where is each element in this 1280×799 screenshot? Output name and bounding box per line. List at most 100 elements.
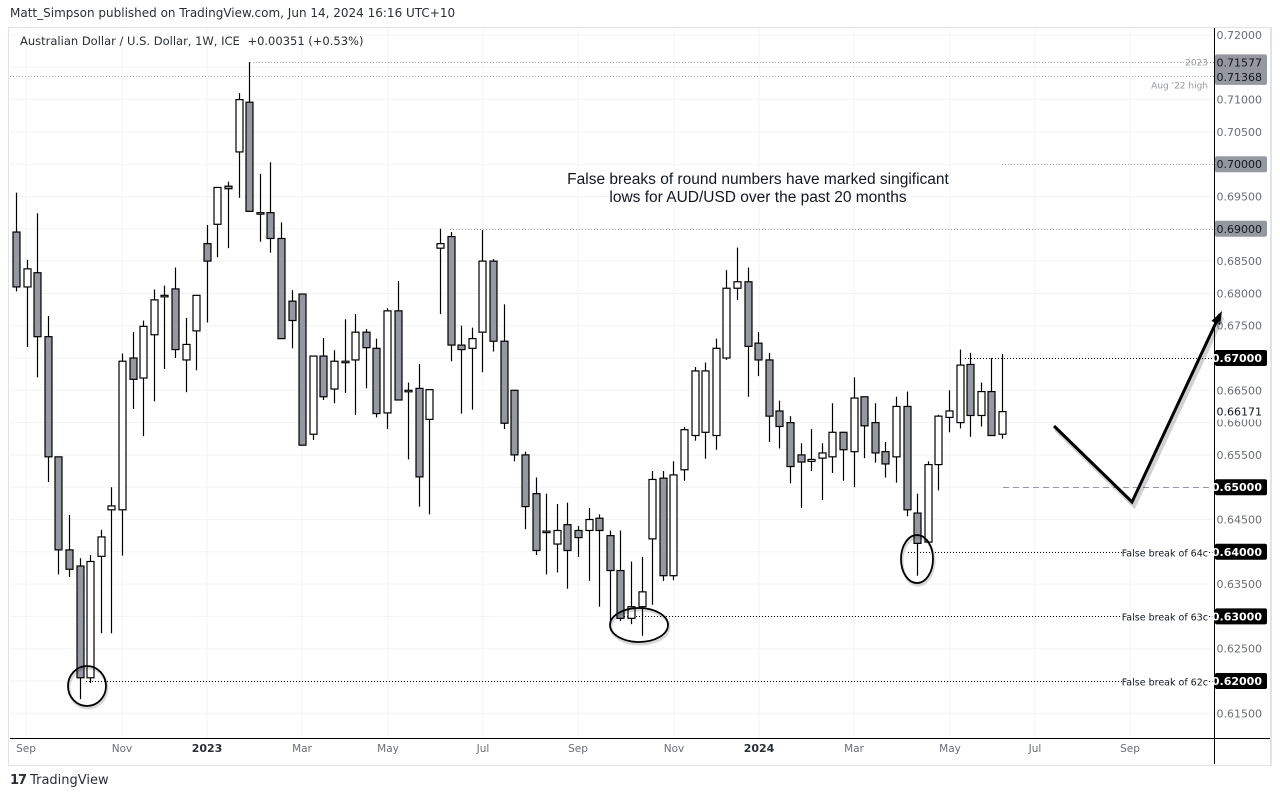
svg-text:False break of 64c: False break of 64c (1122, 549, 1208, 560)
time-tick: Mar (844, 743, 864, 755)
price-tick: 0.69500 (1217, 191, 1263, 204)
candles (12, 62, 1007, 700)
symbol-name: Australian Dollar / U.S. Dollar, 1W, ICE (20, 34, 240, 48)
price-label (1215, 54, 1267, 71)
candle (563, 502, 572, 589)
price-label (1215, 156, 1267, 173)
candle (362, 328, 371, 389)
price-label (1215, 543, 1267, 560)
candle (775, 400, 784, 449)
candle (648, 471, 657, 605)
time-tick: Jul (1028, 743, 1042, 755)
candle (107, 487, 116, 634)
axes (10, 28, 1271, 765)
candle (934, 414, 943, 491)
candle (256, 173, 265, 242)
price-label (1215, 68, 1267, 85)
tradingview-logo-icon: 17 (10, 773, 27, 788)
price-axis[interactable]: 0.72000 0.71000 0.70500 0.69500 0.68500 0.680… (1212, 29, 1268, 720)
candle (54, 456, 63, 575)
time-tick: Nov (112, 743, 133, 755)
candle (394, 281, 403, 401)
candle (457, 325, 466, 414)
chart-annotation: False breaks of round numbers have marke… (520, 171, 996, 207)
price-tick: 0.71000 (1217, 94, 1263, 107)
candle (839, 431, 848, 481)
price-tick: 0.68000 (1217, 287, 1263, 300)
horizontal-levels: 2023 Aug '22 high False break of 64c False … (10, 59, 1214, 689)
candle (765, 352, 774, 442)
candle (76, 558, 85, 700)
svg-text:2023: 2023 (1185, 59, 1208, 69)
time-tick: 2024 (744, 742, 775, 755)
time-axis[interactable]: Sep Nov 2023 Mar May Jul Sep Nov 2024 Mar May Jul Se… (16, 742, 1140, 755)
candle (881, 441, 890, 478)
circle-marker (67, 665, 107, 707)
candle (182, 317, 191, 393)
candle (319, 337, 328, 400)
candle (956, 349, 965, 429)
price-tick: 0.67500 (1217, 320, 1263, 333)
candle (924, 461, 933, 543)
circle-marker (609, 607, 669, 643)
candle (12, 192, 21, 292)
candle (351, 314, 360, 415)
annotation-line-2: lows for AUD/USD over the past 20 months (609, 189, 907, 206)
candle (903, 391, 912, 517)
candle (447, 232, 456, 362)
candle (97, 529, 106, 634)
candle (532, 477, 541, 556)
time-tick: May (939, 743, 961, 755)
false-break-circles (67, 534, 936, 710)
price-label (1215, 350, 1267, 366)
candle (510, 389, 519, 462)
candle (425, 389, 434, 515)
candle (139, 320, 148, 437)
candle (309, 355, 318, 441)
candle (987, 358, 996, 437)
candle (500, 304, 509, 430)
candle (606, 530, 615, 625)
candle (797, 443, 806, 508)
candle (998, 354, 1007, 439)
candle (235, 93, 244, 198)
candle (585, 507, 594, 581)
candle (224, 181, 233, 249)
svg-text:Aug '22 high: Aug '22 high (1151, 82, 1208, 92)
candle (86, 555, 95, 683)
tradingview-logo[interactable]: 17 TradingView (10, 773, 109, 788)
time-tick: Sep (568, 743, 588, 755)
tradingview-brand: TradingView (30, 773, 109, 788)
time-tick: Sep (1120, 743, 1140, 755)
svg-text:0.71577: 0.71577 (1217, 56, 1263, 69)
price-tick: 0.70500 (1217, 126, 1263, 139)
candle (65, 514, 74, 577)
price-tick: 0.66500 (1217, 384, 1263, 397)
candle (669, 461, 678, 581)
candle (298, 293, 307, 446)
candle (203, 224, 212, 323)
candle (330, 350, 339, 404)
price-tick: 0.62500 (1217, 643, 1263, 656)
price-tick: 0.65500 (1217, 449, 1263, 462)
candle (192, 294, 201, 371)
candle (245, 62, 254, 212)
candle (415, 363, 424, 507)
candle (150, 289, 159, 402)
candle (701, 362, 710, 459)
price-tick: 0.72000 (1217, 29, 1263, 42)
candle (977, 382, 986, 427)
symbol-legend: Australian Dollar / U.S. Dollar, 1W, ICE… (18, 34, 366, 48)
candle (807, 429, 816, 472)
candle (722, 270, 731, 360)
svg-text:0.69000: 0.69000 (1217, 223, 1263, 236)
price-label (1215, 608, 1267, 625)
candle (542, 493, 551, 575)
candle (733, 247, 742, 300)
time-tick: Jul (476, 743, 490, 755)
candle (744, 267, 753, 397)
price-label (1215, 479, 1267, 496)
candle (213, 186, 222, 258)
candle (129, 332, 138, 410)
